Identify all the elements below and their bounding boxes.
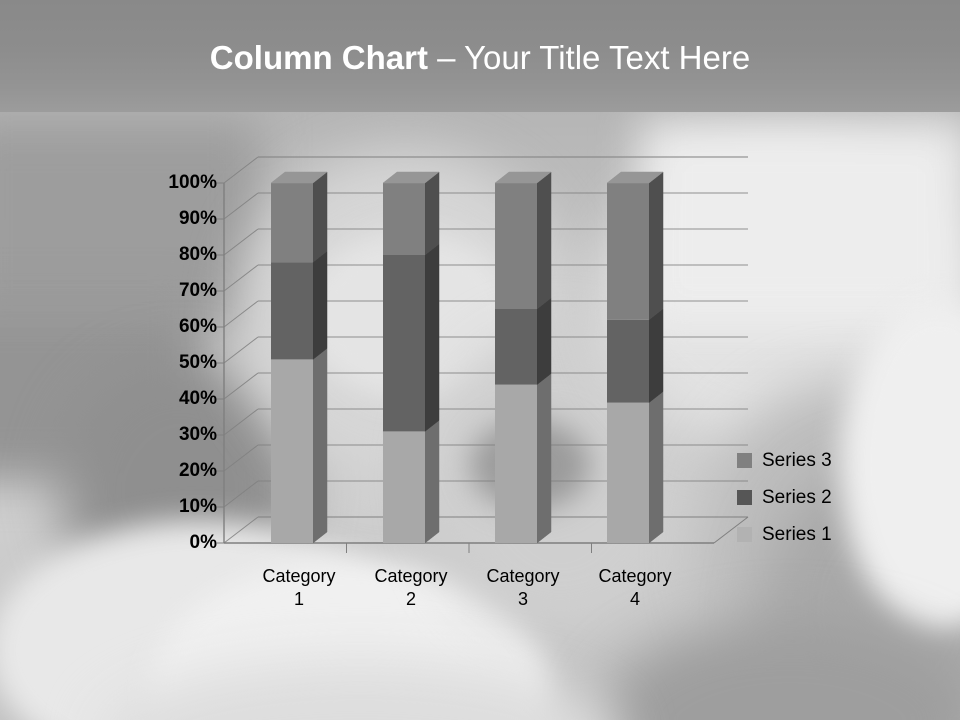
x-axis-label-2: Category 2 bbox=[374, 566, 448, 609]
y-axis-tick-0: 0% bbox=[189, 532, 217, 553]
x-axis-label-4: Category 4 bbox=[598, 566, 672, 609]
chart-graphic bbox=[217, 156, 749, 553]
legend-label: Series 2 bbox=[762, 487, 832, 508]
chart-legend: Series 3 Series 2 Series 1 bbox=[737, 442, 877, 553]
y-axis-tick-40: 40% bbox=[178, 388, 217, 409]
page-title: Column Chart – Your Title Text Here bbox=[0, 38, 960, 78]
legend-label: Series 1 bbox=[762, 524, 832, 545]
legend-swatch-icon bbox=[737, 490, 752, 505]
legend-item-series-1[interactable]: Series 1 bbox=[737, 516, 877, 553]
y-axis-tick-10: 10% bbox=[178, 496, 217, 517]
title-rest-part: – Your Title Text Here bbox=[427, 39, 751, 76]
y-axis-tick-60: 60% bbox=[178, 316, 217, 337]
x-axis-label-1: Category 1 bbox=[262, 566, 336, 609]
title-band bbox=[0, 0, 960, 112]
legend-swatch-icon bbox=[737, 527, 752, 542]
chart-plot-area: 0% 10% 20% 30% 40% 50% 60% 70% 80% 90% 100% Catego… bbox=[0, 112, 960, 720]
y-axis-tick-20: 20% bbox=[178, 460, 217, 481]
y-axis-tick-70: 70% bbox=[178, 280, 217, 301]
y-axis-tick-30: 30% bbox=[178, 424, 217, 445]
legend-item-series-2[interactable]: Series 2 bbox=[737, 479, 877, 516]
y-axis-tick-90: 90% bbox=[178, 208, 217, 229]
legend-swatch-icon bbox=[737, 453, 752, 468]
legend-label: Series 3 bbox=[762, 450, 832, 471]
title-bold-part: Column Chart bbox=[209, 39, 428, 76]
y-axis-tick-50: 50% bbox=[178, 352, 217, 373]
y-axis-tick-80: 80% bbox=[178, 244, 217, 265]
y-axis-tick-labels: 0% 10% 20% 30% 40% 50% 60% 70% 80% 90% 100% bbox=[135, 112, 217, 720]
y-axis-tick-100: 100% bbox=[168, 172, 217, 193]
x-axis-label-3: Category 3 bbox=[486, 566, 560, 609]
legend-item-series-3[interactable]: Series 3 bbox=[737, 442, 877, 479]
